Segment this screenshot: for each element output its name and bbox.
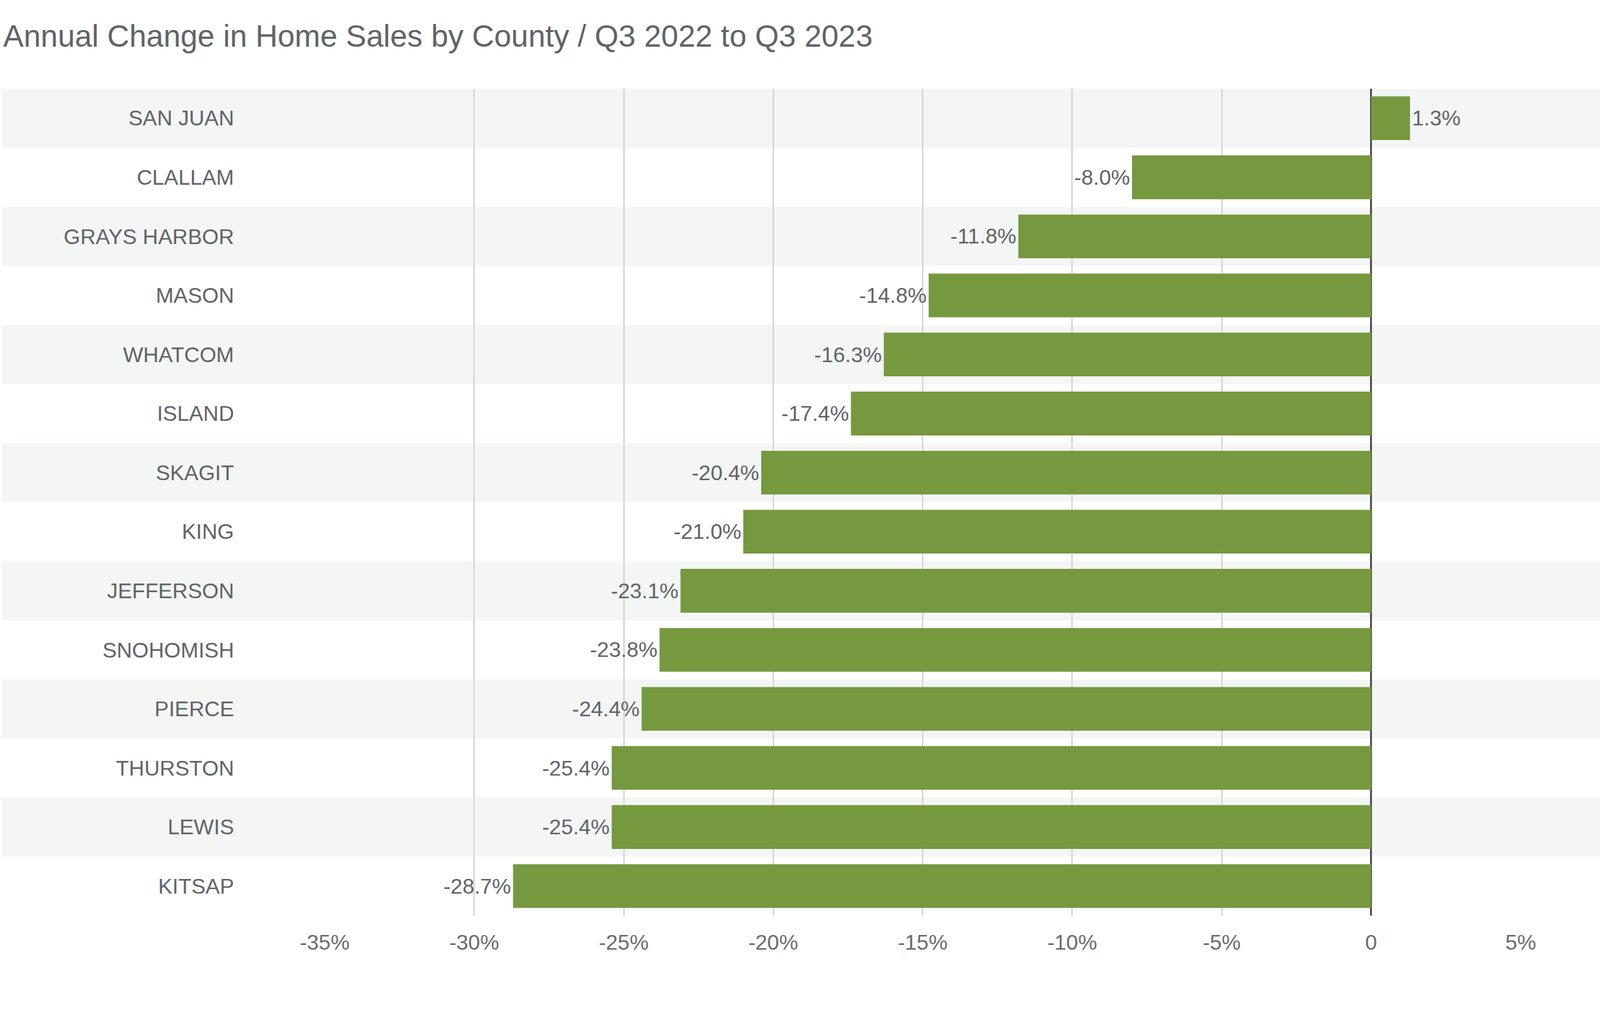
svg-text:KING: KING xyxy=(182,519,234,544)
svg-text:5%: 5% xyxy=(1505,930,1536,954)
svg-text:-25.4%: -25.4% xyxy=(542,756,610,780)
svg-text:1.3%: 1.3% xyxy=(1412,106,1461,130)
svg-text:-30%: -30% xyxy=(449,930,500,954)
svg-text:-5%: -5% xyxy=(1202,930,1241,954)
svg-text:MASON: MASON xyxy=(156,283,234,308)
svg-text:SKAGIT: SKAGIT xyxy=(156,460,234,485)
svg-text:-25%: -25% xyxy=(598,930,649,954)
svg-text:THURSTON: THURSTON xyxy=(116,756,234,780)
svg-text:-35%: -35% xyxy=(300,930,350,954)
svg-text:-15%: -15% xyxy=(898,930,948,954)
svg-text:-23.8%: -23.8% xyxy=(590,637,658,662)
svg-text:PIERCE: PIERCE xyxy=(154,696,234,721)
svg-text:-11.8%: -11.8% xyxy=(950,224,1017,248)
svg-text:ISLAND: ISLAND xyxy=(156,401,234,426)
svg-text:-17.4%: -17.4% xyxy=(781,401,849,426)
svg-text:-20%: -20% xyxy=(748,930,798,954)
svg-text:LEWIS: LEWIS xyxy=(167,814,234,839)
svg-text:-21.0%: -21.0% xyxy=(674,519,742,544)
svg-text:-16.3%: -16.3% xyxy=(814,342,882,367)
svg-text:KITSAP: KITSAP xyxy=(158,874,234,898)
svg-text:-24.4%: -24.4% xyxy=(572,696,640,721)
svg-text:0: 0 xyxy=(1365,930,1378,954)
svg-text:CLALLAM: CLALLAM xyxy=(136,165,234,190)
svg-text:SNOHOMISH: SNOHOMISH xyxy=(102,638,234,662)
svg-text:Annual Change in Home Sales by: Annual Change in Home Sales by County / … xyxy=(3,18,873,54)
svg-text:JEFFERSON: JEFFERSON xyxy=(107,578,234,603)
svg-text:-28.7%: -28.7% xyxy=(443,874,511,898)
svg-text:WHATCOM: WHATCOM xyxy=(123,342,234,367)
svg-text:SAN JUAN: SAN JUAN xyxy=(128,106,234,130)
svg-text:-25.4%: -25.4% xyxy=(542,814,610,839)
svg-text:GRAYS HARBOR: GRAYS HARBOR xyxy=(64,224,234,249)
svg-text:-20.4%: -20.4% xyxy=(691,460,759,485)
svg-text:-23.1%: -23.1% xyxy=(610,578,678,603)
svg-text:-8.0%: -8.0% xyxy=(1074,165,1130,190)
svg-text:-10%: -10% xyxy=(1047,930,1098,954)
svg-text:-14.8%: -14.8% xyxy=(859,283,927,308)
